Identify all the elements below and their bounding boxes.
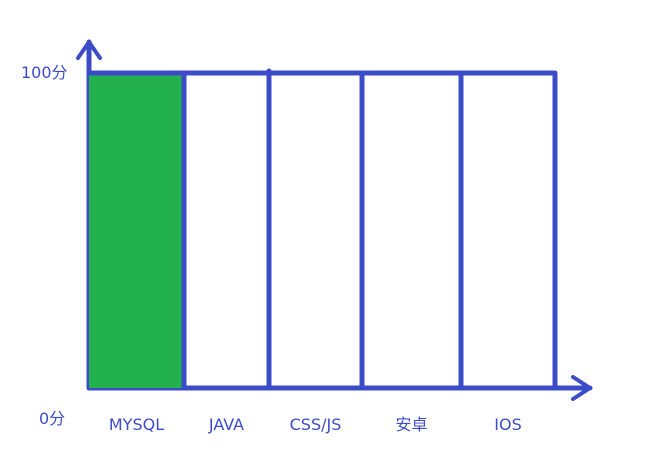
- x-tick-labels: MYSQL JAVA CSS/JS 安卓 IOS: [109, 415, 522, 434]
- x-axis-arrow: [571, 375, 592, 401]
- x-tick-label-mysql: MYSQL: [109, 415, 164, 434]
- bars: [89, 73, 184, 388]
- category-frame: [86, 68, 558, 391]
- x-tick-label-安卓: 安卓: [395, 415, 427, 434]
- x-tick-label-css-js: CSS/JS: [290, 415, 342, 434]
- bar-mysql: [89, 73, 184, 388]
- y-tick-label-min: 0分: [39, 409, 65, 428]
- y-axis-arrow: [76, 40, 102, 60]
- x-tick-label-ios: IOS: [494, 415, 521, 434]
- y-tick-label-max: 100分: [21, 63, 68, 82]
- x-tick-label-java: JAVA: [208, 415, 244, 434]
